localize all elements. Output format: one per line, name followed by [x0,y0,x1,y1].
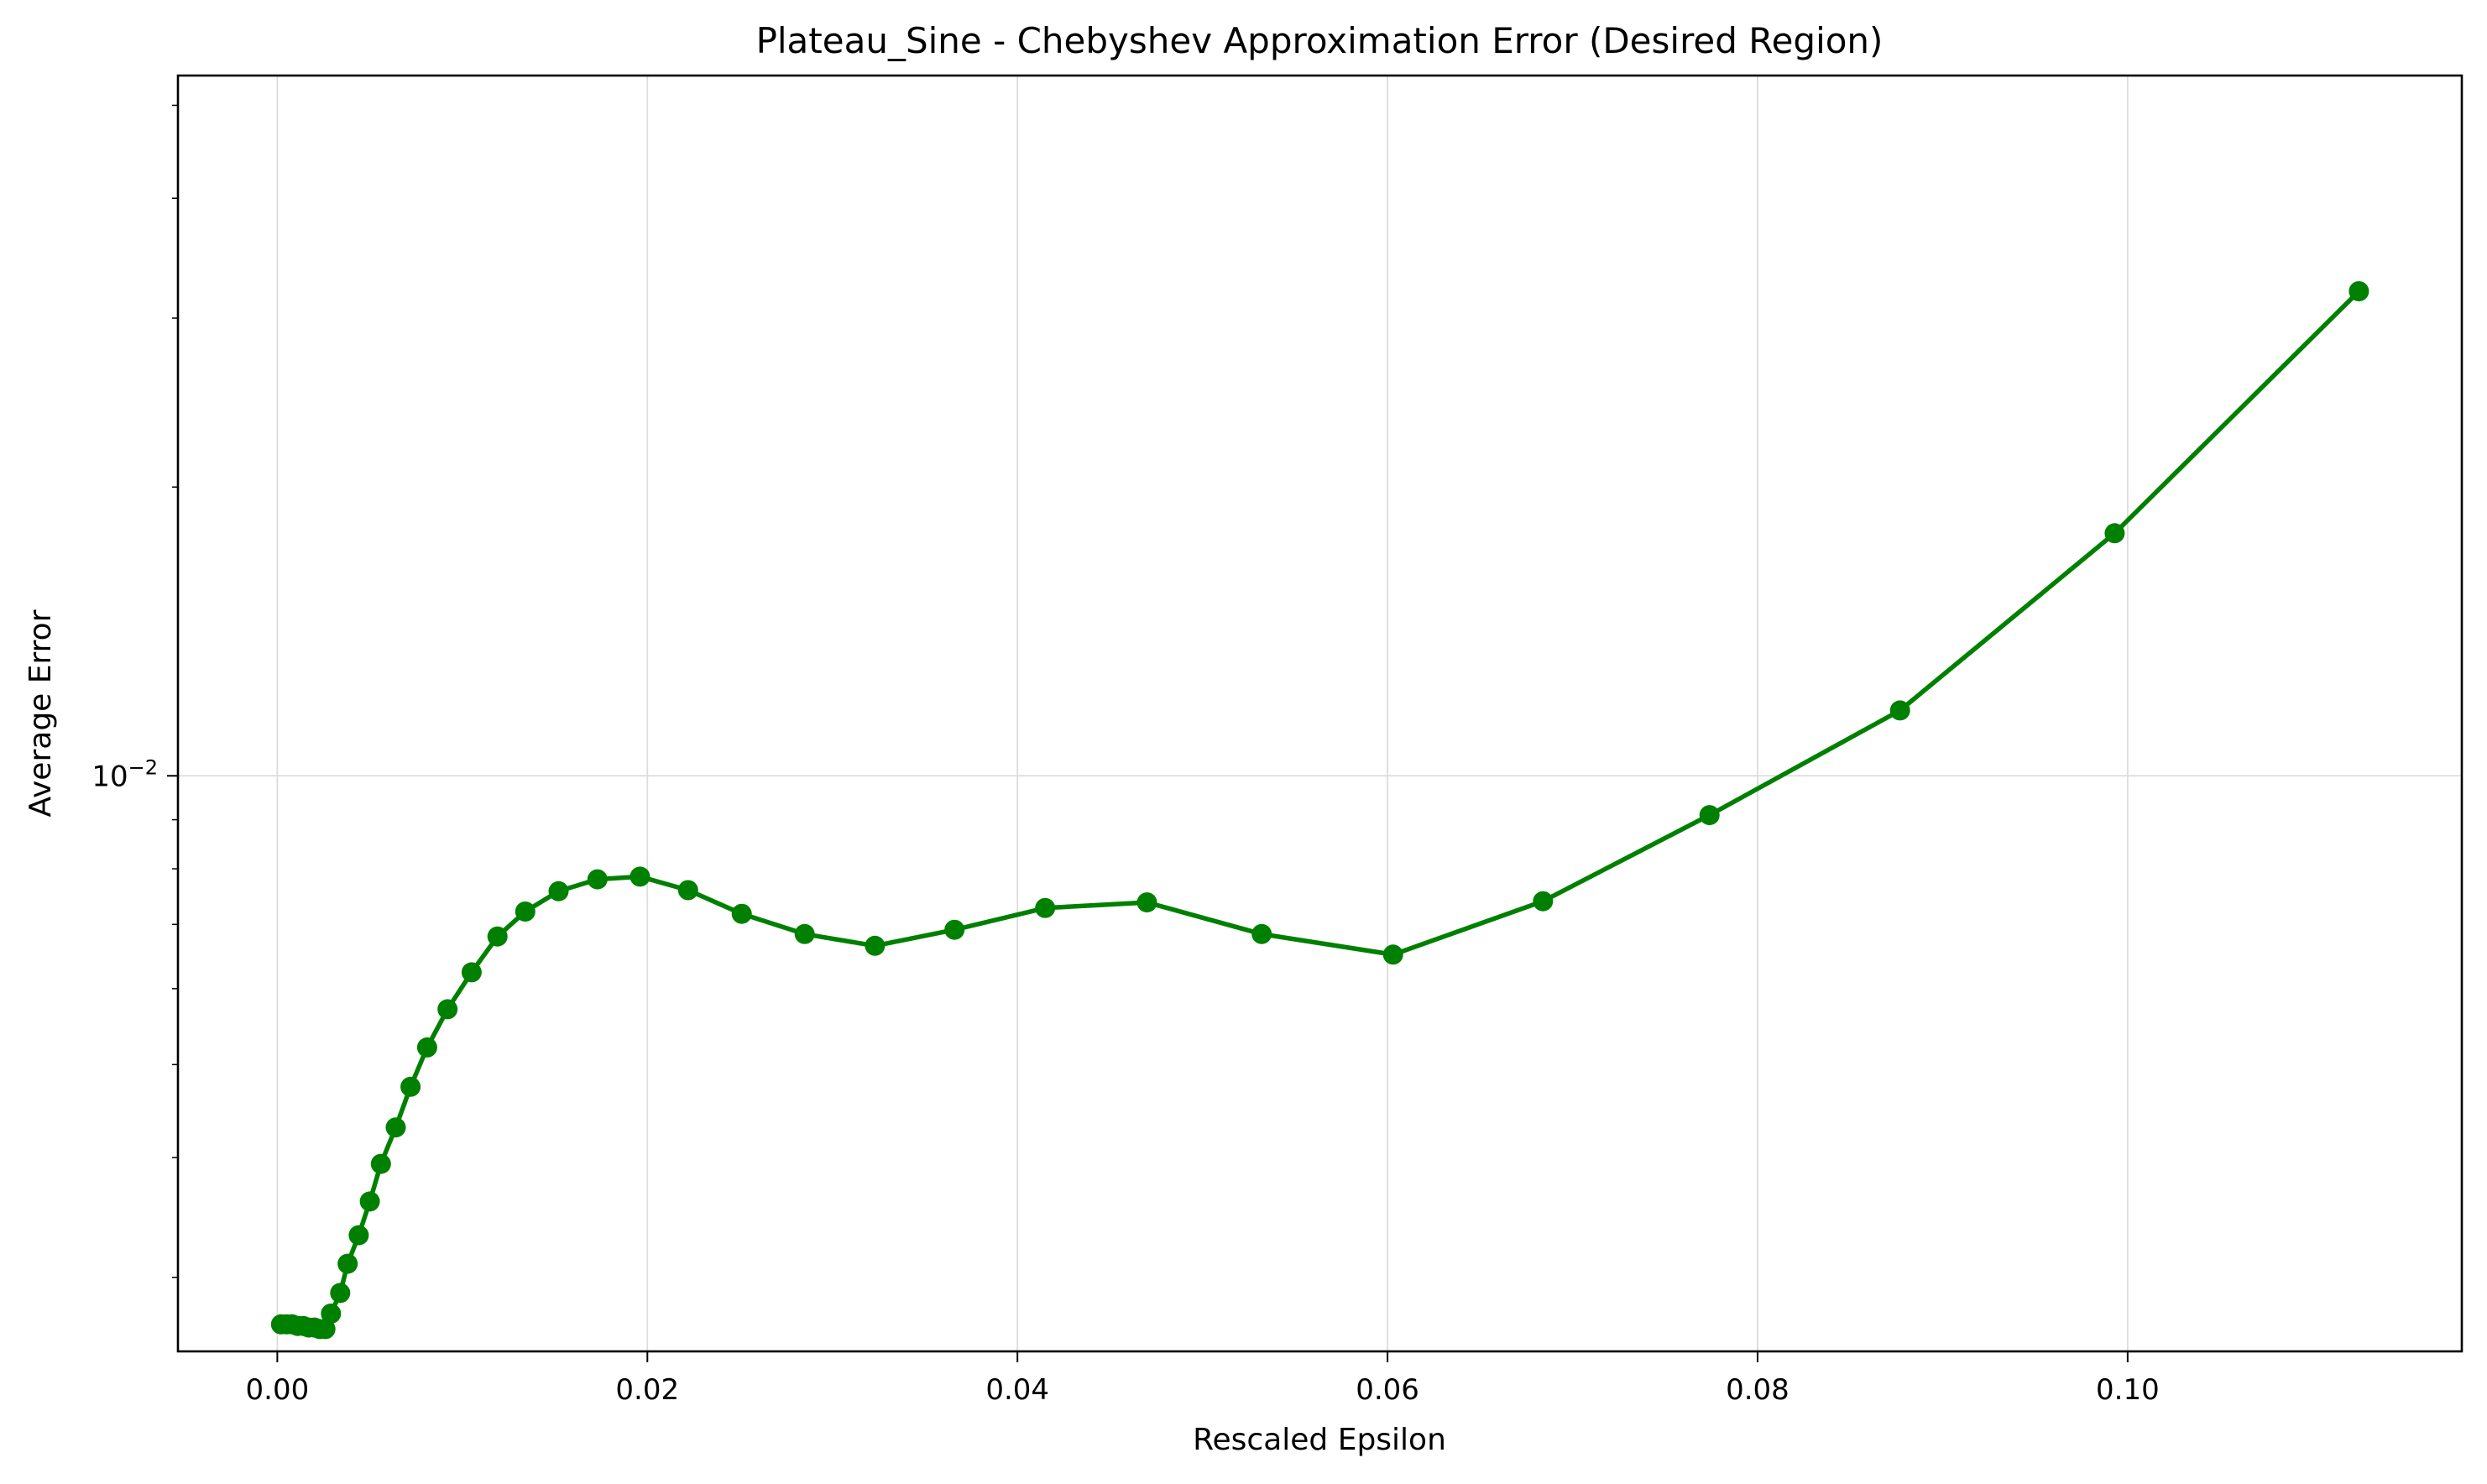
data-point [385,1117,406,1138]
data-point [487,926,508,947]
y-axis-label: Average Error [24,609,58,817]
data-point [1699,805,1720,826]
series-layer [270,281,2369,1340]
data-point [1035,897,1056,918]
ticks: 0.00 0.02 0.04 0.06 0.08 0.10 10−2 [91,104,2160,1407]
data-point [1251,923,1272,944]
data-point [1136,892,1157,913]
data-point [437,999,458,1020]
data-point [794,923,815,944]
data-point [1533,891,1554,912]
chart-title: Plateau_Sine - Chebyshev Approximation E… [756,20,1884,61]
data-point [1382,944,1403,965]
x-tick-label: 0.04 [985,1373,1049,1407]
data-point [2104,523,2125,544]
data-point [359,1191,380,1212]
x-tick-label: 0.10 [2096,1373,2160,1407]
x-axis-label: Rescaled Epsilon [1193,1423,1446,1457]
y-tick-label: 10−2 [91,755,158,793]
data-point [677,880,698,901]
data-point [731,903,752,924]
data-point [587,869,608,890]
data-point [2349,281,2369,301]
data-point [944,919,965,940]
data-point [370,1153,391,1174]
data-point [515,901,536,922]
data-point [416,1037,437,1058]
x-tick-label: 0.08 [1726,1373,1789,1407]
grid [178,76,2462,1351]
data-point [348,1225,369,1246]
data-point [548,880,569,901]
data-point [337,1253,358,1274]
data-point [400,1076,421,1097]
x-tick-label: 0.02 [615,1373,679,1407]
data-point [461,962,482,983]
data-point [1889,700,1910,721]
x-tick-label: 0.00 [246,1373,310,1407]
data-point [321,1304,342,1324]
data-point [630,866,650,887]
x-tick-label: 0.06 [1356,1373,1419,1407]
axes-frame [176,74,2463,1353]
plot-area [178,76,2462,1351]
data-point [865,935,886,956]
data-point [330,1283,351,1304]
data-point [315,1319,336,1340]
